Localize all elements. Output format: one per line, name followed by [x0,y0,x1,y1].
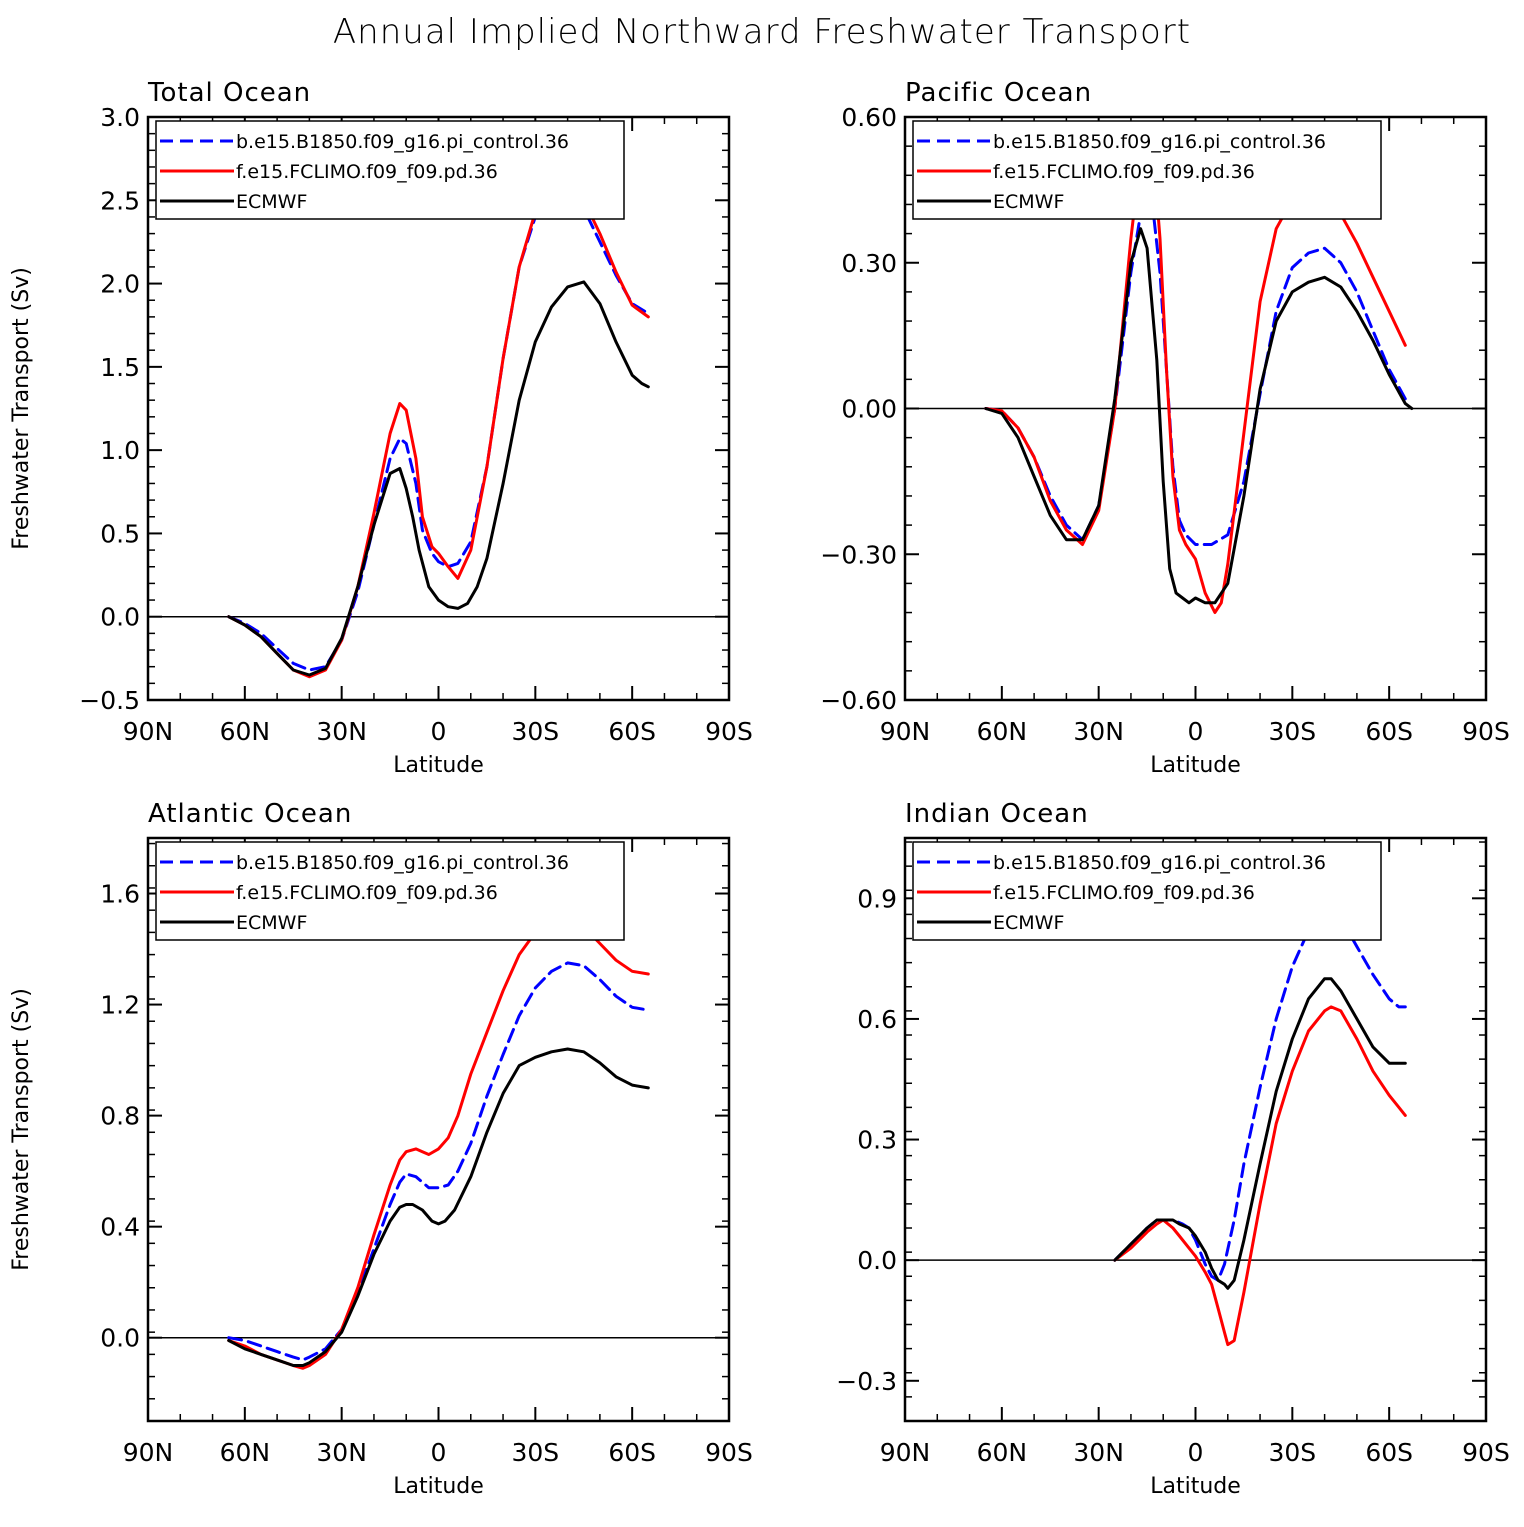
panel-title: Total Ocean [147,78,311,108]
y-tick-label: 0.8 [100,1102,140,1131]
series-line-b-e15-b1850-f09-g16-pi-control-36 [984,198,1407,546]
x-tick-label: 90S [705,1438,753,1467]
legend: b.e15.B1850.f09_g16.pi_control.36 f.e15.F… [155,841,625,941]
x-tick-label: 0 [1188,1438,1204,1467]
y-tick-label: −0.5 [79,686,140,715]
legend-label: ECMWF [236,912,307,934]
x-axis-label: Latitude [1150,1474,1241,1499]
x-tick-label: 60N [220,717,271,746]
legend-label: b.e15.B1850.f09_g16.pi_control.36 [236,852,569,874]
x-tick-label: 60N [977,1438,1028,1467]
y-tick-label: 0.0 [100,1324,140,1353]
series-line-f-e15-fclimo-f09-f09-pd-36 [1113,1005,1407,1347]
series-line-f-e15-fclimo-f09-f09-pd-36 [227,183,650,679]
y-tick-label: 1.5 [100,353,140,382]
x-tick-label: 60S [608,717,656,746]
x-tick-label: 30N [1073,717,1124,746]
x-tick-label: 0 [431,717,447,746]
y-tick-label: −0.60 [820,686,897,715]
x-tick-label: 0 [1188,717,1204,746]
series-group [1113,912,1407,1347]
x-tick-label: 90N [123,717,174,746]
y-tick-label: 0.6 [857,1005,897,1034]
panel-atlantic-ocean: Atlantic Ocean 90N 60N 30N 0 30S 60S 90S 0.0 0.4 0… [9,799,753,1499]
x-tick-label: 30N [1073,1438,1124,1467]
y-axis-label: Freshwater Transport (Sv) [9,988,34,1271]
y-tick-label: 1.0 [100,436,140,465]
legend-label: f.e15.FCLIMO.f09_f09.pd.36 [993,882,1255,904]
legend: b.e15.B1850.f09_g16.pi_control.36 f.e15.F… [912,841,1382,941]
x-tick-label: 90N [123,1438,174,1467]
legend-label: ECMWF [236,191,307,213]
x-tick-label: 30S [511,717,559,746]
y-tick-label: −0.3 [836,1367,897,1396]
panel-title: Indian Ocean [905,799,1089,829]
x-tick-label: 60S [1365,1438,1413,1467]
y-tick-label: 2.5 [100,186,140,215]
series-line-f-e15-fclimo-f09-f09-pd-36 [227,917,650,1370]
y-tick-label: 2.0 [100,270,140,299]
series-group [227,183,650,679]
x-tick-label: 60S [1365,717,1413,746]
panel-title: Pacific Ocean [905,78,1092,108]
y-tick-label: 0.60 [841,103,897,132]
panel-pacific-ocean: Pacific Ocean 90N 60N 30N 0 30S 60S 90S −0.60 −0.… [820,78,1509,778]
series-line-ecmwf [227,1047,650,1367]
y-axis-label: Freshwater Transport (Sv) [9,267,34,550]
x-tick-label: 30N [316,1438,367,1467]
legend-label: b.e15.B1850.f09_g16.pi_control.36 [993,852,1326,874]
legend-label: b.e15.B1850.f09_g16.pi_control.36 [236,131,569,153]
x-tick-label: 90S [1462,717,1510,746]
x-axis-label: Latitude [1150,753,1241,778]
x-tick-label: 60N [220,1438,271,1467]
figure-title: Annual Implied Northward Freshwater Tran… [332,12,1192,52]
y-tick-label: 0.5 [100,519,140,548]
y-tick-label: 0.0 [100,603,140,632]
x-tick-label: 30S [1268,1438,1316,1467]
x-tick-label: 60S [608,1438,656,1467]
series-line-ecmwf [1113,977,1407,1290]
series-line-ecmwf [227,280,650,677]
panel-title: Atlantic Ocean [148,799,352,829]
legend-label: ECMWF [993,912,1064,934]
series-line-ecmwf [984,227,1414,605]
y-tick-label: 3.0 [100,103,140,132]
x-axis-label: Latitude [393,753,484,778]
x-tick-label: 90N [880,717,931,746]
series-group [227,917,650,1370]
x-tick-label: 0 [431,1438,447,1467]
x-axis-label: Latitude [393,1474,484,1499]
y-tick-label: −0.30 [820,540,897,569]
x-tick-label: 60N [977,717,1028,746]
x-tick-label: 90S [705,717,753,746]
y-tick-label: 0.4 [100,1213,140,1242]
legend: b.e15.B1850.f09_g16.pi_control.36 f.e15.F… [155,120,625,220]
legend-label: ECMWF [993,191,1064,213]
y-tick-label: 1.6 [100,880,140,909]
x-tick-label: 90S [1462,1438,1510,1467]
y-tick-label: 0.3 [857,1126,897,1155]
x-tick-label: 30N [316,717,367,746]
x-tick-label: 30S [1268,717,1316,746]
y-tick-label: 0.0 [857,1246,897,1275]
legend-label: f.e15.FCLIMO.f09_f09.pd.36 [236,161,498,183]
x-tick-label: 90N [880,1438,931,1467]
panel-total-ocean: Total Ocean 90N 60N 30N 0 30S 60S 90S −0.5 0.0 0.5… [9,78,753,778]
y-tick-label: 0.00 [841,395,897,424]
panel-indian-ocean: Indian Ocean 90N 60N 30N 0 30S 60S 90S −0.3 0.0 0.… [836,799,1510,1499]
y-tick-label: 0.30 [841,249,897,278]
legend-label: f.e15.FCLIMO.f09_f09.pd.36 [993,161,1255,183]
series-line-b-e15-b1850-f09-g16-pi-control-36 [1113,912,1407,1282]
series-line-b-e15-b1850-f09-g16-pi-control-36 [227,961,650,1362]
y-tick-label: 0.9 [857,884,897,913]
legend-label: b.e15.B1850.f09_g16.pi_control.36 [993,131,1326,153]
y-tick-label: 1.2 [100,991,140,1020]
x-tick-label: 30S [511,1438,559,1467]
legend: b.e15.B1850.f09_g16.pi_control.36 f.e15.F… [912,120,1382,220]
legend-label: f.e15.FCLIMO.f09_f09.pd.36 [236,882,498,904]
